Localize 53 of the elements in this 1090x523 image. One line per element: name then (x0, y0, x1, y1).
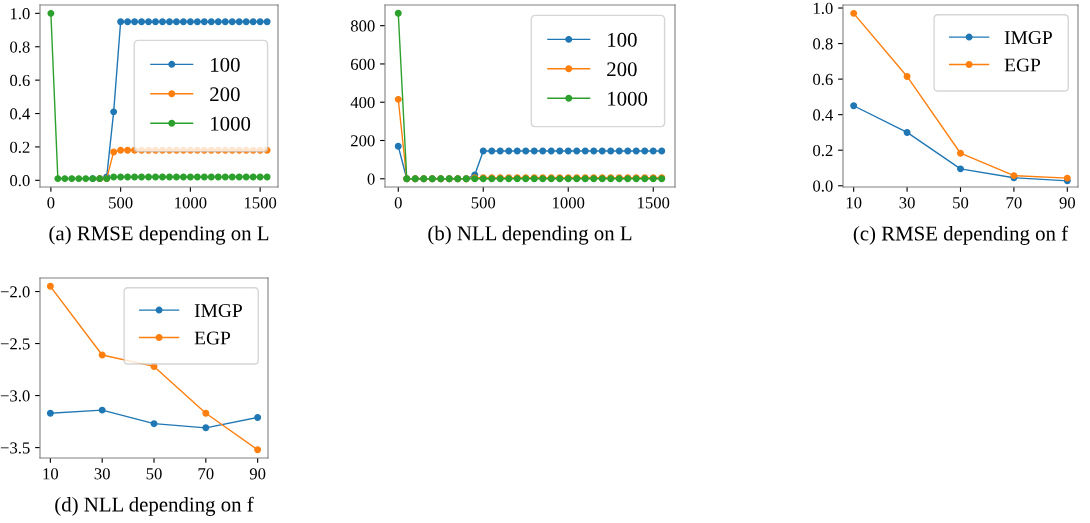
x-tick-label: 0 (394, 197, 402, 209)
x-tick-label: 70 (198, 468, 214, 480)
legend-label: 200 (210, 87, 240, 102)
legend-label: 1000 (608, 91, 648, 106)
legend-label: 200 (607, 62, 637, 77)
x-axis-title: (b) NLL depending on L (428, 225, 632, 245)
legend-label: 100 (211, 57, 240, 72)
x-tick-label: 90 (249, 468, 266, 480)
y-tick-label: 0 (367, 173, 375, 185)
x-tick-label: 1000 (175, 197, 207, 209)
legend-label: IMGP (194, 304, 242, 318)
x-axis-title: (d) NLL depending on f (55, 496, 254, 516)
x-axis-title: (c) RMSE depending on f (853, 225, 1069, 245)
x-tick-label: 1500 (638, 197, 670, 209)
x-tick-label: 50 (146, 468, 162, 480)
y-tick-label: 0.0 (10, 175, 30, 187)
x-tick-label: 0 (47, 197, 55, 209)
y-tick-label: 800 (350, 20, 375, 32)
x-tick-label: 10 (43, 468, 59, 480)
y-tick-label: 0.8 (813, 38, 833, 50)
y-tick-label: −2.0 (0, 286, 30, 298)
x-tick-label: 1500 (244, 197, 277, 209)
y-tick-label: 0.6 (813, 73, 833, 86)
y-tick-label: −2.5 (0, 338, 30, 350)
y-tick-label: 0.4 (813, 109, 834, 121)
x-tick-label: 500 (471, 197, 496, 209)
y-tick-label: 400 (350, 96, 375, 109)
y-tick-label: 200 (351, 135, 375, 147)
y-tick-label: 1.0 (10, 8, 30, 20)
legend-label: EGP (194, 331, 231, 345)
x-tick-label: 10 (846, 197, 862, 209)
x-tick-label: 1000 (553, 197, 585, 209)
x-tick-label: 50 (953, 197, 969, 209)
x-tick-label: 30 (899, 197, 915, 209)
y-tick-label: 0.2 (813, 144, 833, 157)
y-tick-label: 0.8 (10, 41, 30, 53)
x-tick-label: 30 (94, 468, 110, 480)
y-tick-label: 0.4 (10, 108, 31, 120)
legend-label: 100 (608, 32, 637, 47)
legend-label: EGP (1004, 58, 1041, 72)
x-tick-label: 70 (1006, 197, 1022, 209)
legend-label: IMGP (1004, 31, 1052, 45)
y-tick-label: −3.0 (0, 390, 30, 402)
y-tick-label: 0.6 (10, 74, 30, 87)
x-axis-title: (a) RMSE depending on L (49, 225, 269, 245)
y-tick-label: 600 (350, 58, 375, 70)
x-tick-label: 90 (1059, 197, 1076, 209)
y-tick-label: −3.5 (0, 442, 30, 454)
y-tick-label: 0.0 (813, 180, 833, 192)
legend-label: 1000 (211, 116, 251, 131)
y-tick-label: 1.0 (813, 2, 833, 15)
y-tick-label: 0.2 (10, 141, 30, 153)
x-tick-label: 500 (109, 197, 133, 209)
